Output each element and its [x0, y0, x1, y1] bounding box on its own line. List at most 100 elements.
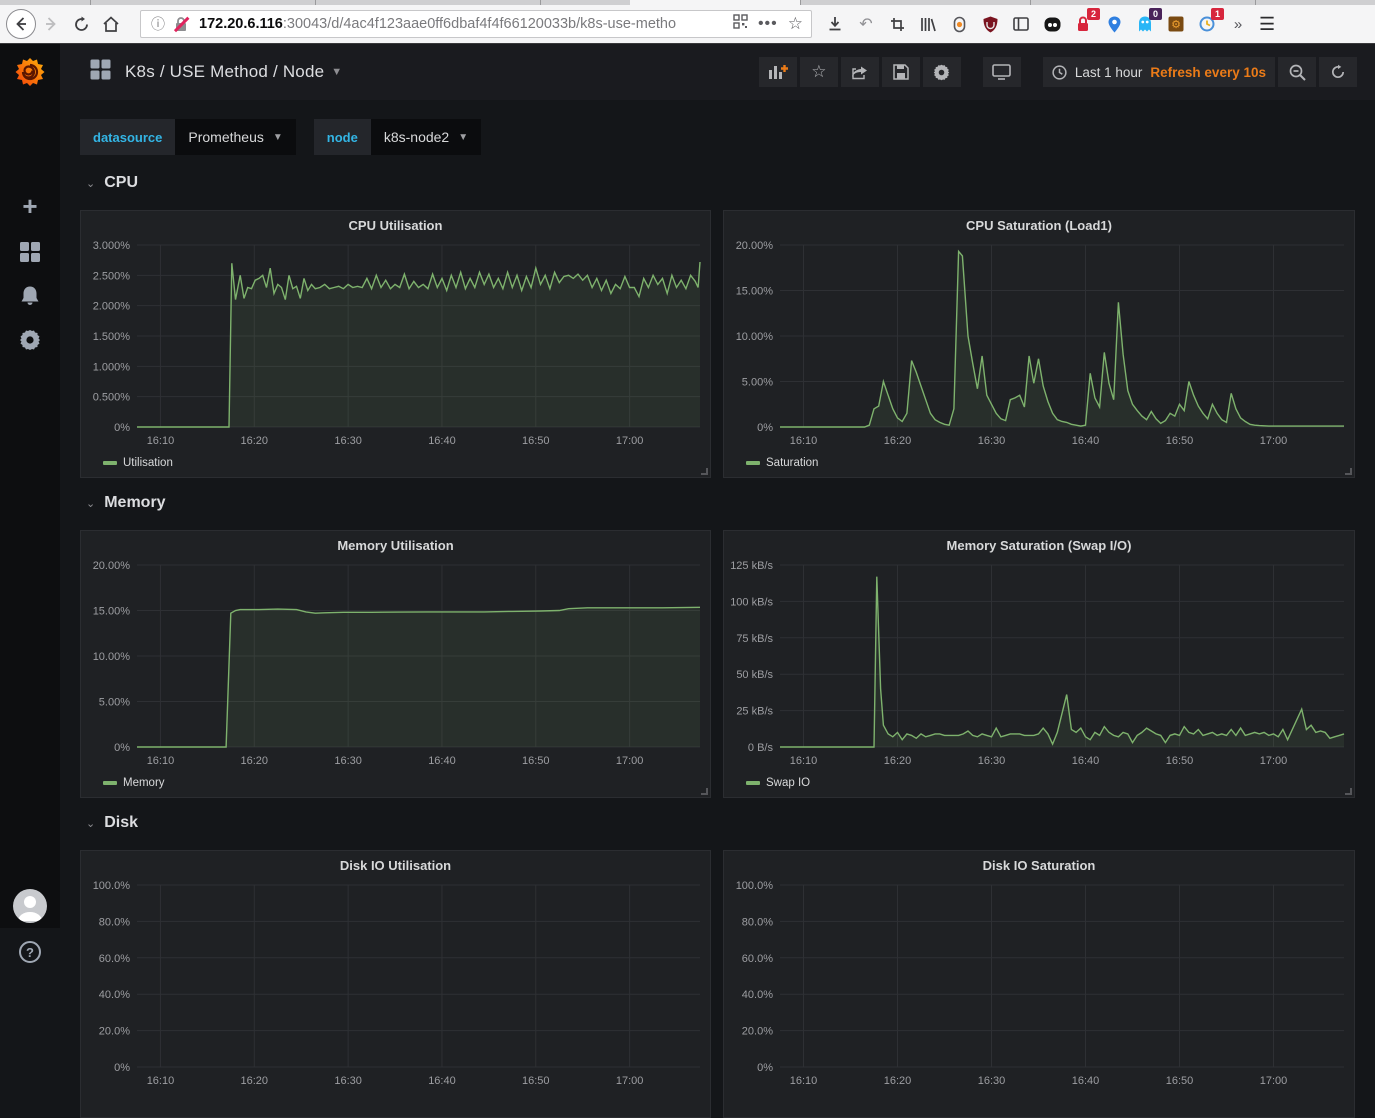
url-bar[interactable]: ⓘ 172.20.6.116:30043/d/4ac4f123aae0ff6db… [140, 10, 812, 38]
settings-extension-icon[interactable]: ⚙ [1165, 13, 1187, 35]
sidebar-create-button[interactable]: + [0, 184, 60, 228]
reload-button[interactable] [66, 9, 96, 39]
back-button[interactable] [6, 9, 36, 39]
panel-title[interactable]: Disk IO Saturation [724, 851, 1354, 879]
chart-memory-saturation[interactable]: 16:1016:2016:3016:4016:5017:000 B/s25 kB… [724, 559, 1354, 771]
reload-icon [73, 16, 90, 33]
password-manager-icon[interactable] [948, 13, 970, 35]
home-button[interactable] [96, 9, 126, 39]
session-manager-icon[interactable]: 1 [1196, 13, 1218, 35]
svg-text:16:50: 16:50 [1166, 1075, 1194, 1087]
panel-title[interactable]: CPU Saturation (Load1) [724, 211, 1354, 239]
lock-badge: 2 [1087, 8, 1100, 20]
home-icon [102, 16, 120, 33]
svg-text:16:30: 16:30 [334, 755, 362, 767]
svg-text:0%: 0% [757, 1062, 773, 1074]
svg-text:0.500%: 0.500% [93, 392, 131, 404]
panel-resize-handle[interactable] [701, 788, 708, 795]
star-dashboard-button[interactable]: ☆ [800, 57, 838, 87]
menu-hamburger-icon[interactable]: ☰ [1259, 14, 1275, 35]
svg-text:0%: 0% [114, 742, 130, 754]
add-panel-button[interactable] [759, 57, 797, 87]
grafana-logo[interactable] [14, 56, 46, 88]
chart-cpu-utilisation[interactable]: 16:1016:2016:3016:4016:5017:000%0.500%1.… [81, 239, 710, 451]
cycle-view-mode-button[interactable] [983, 57, 1021, 87]
insecure-lock-icon[interactable] [174, 16, 188, 32]
ghostery-icon[interactable]: 0 [1134, 13, 1156, 35]
chart-disk-io-saturation[interactable]: 16:1016:2016:3016:4016:5017:000%20.0%40.… [724, 879, 1354, 1091]
legend-label[interactable]: Memory [123, 777, 165, 789]
legend-label[interactable]: Saturation [766, 457, 818, 469]
dashboard-title[interactable]: K8s / USE Method / Node [125, 62, 324, 82]
time-range-picker[interactable]: Last 1 hour Refresh every 10s [1043, 57, 1275, 87]
legend-marker [746, 781, 760, 785]
legend-label[interactable]: Utilisation [123, 457, 173, 469]
download-icon[interactable] [824, 13, 846, 35]
save-dashboard-button[interactable] [882, 57, 920, 87]
sidebar-help-button[interactable]: ? [0, 930, 60, 974]
svg-text:60.0%: 60.0% [99, 953, 130, 965]
screenshot-crop-icon[interactable] [886, 13, 908, 35]
sidebar-dashboards-button[interactable] [0, 230, 60, 274]
svg-text:16:20: 16:20 [241, 1075, 269, 1087]
svg-text:25 kB/s: 25 kB/s [736, 706, 773, 718]
zoom-out-time-button[interactable] [1278, 57, 1316, 87]
sidebar-user-avatar[interactable] [0, 884, 60, 928]
site-info-icon[interactable]: ⓘ [151, 14, 165, 34]
panel-title[interactable]: Memory Utilisation [81, 531, 710, 559]
panel-memory-saturation: Memory Saturation (Swap I/O) 16:1016:201… [723, 530, 1355, 798]
browser-toolbar: ⓘ 172.20.6.116:30043/d/4ac4f123aae0ff6db… [0, 5, 1375, 44]
panel-resize-handle[interactable] [1345, 468, 1352, 475]
chevron-down-icon: ⌄ [86, 818, 95, 830]
bookmark-star-icon[interactable]: ☆ [788, 14, 803, 34]
restore-session-icon[interactable]: ↶ [855, 13, 877, 35]
location-pin-icon[interactable] [1103, 13, 1125, 35]
svg-text:16:40: 16:40 [1072, 1075, 1100, 1087]
variable-node-value[interactable]: k8s-node2▼ [371, 119, 481, 155]
sidebar-configuration-button[interactable] [0, 318, 60, 362]
panel-disk-io-utilisation: Disk IO Utilisation 16:1016:2016:3016:40… [80, 850, 711, 1118]
panel-title[interactable]: CPU Utilisation [81, 211, 710, 239]
refresh-dashboard-button[interactable] [1319, 57, 1357, 87]
chart-memory-utilisation[interactable]: 16:1016:2016:3016:4016:5017:000%5.00%10.… [81, 559, 710, 771]
svg-text:5.00%: 5.00% [742, 377, 773, 389]
page-actions-icon[interactable]: ••• [758, 15, 778, 33]
sidebar-toggle-icon[interactable] [1010, 13, 1032, 35]
sidebar-alerting-button[interactable] [0, 274, 60, 318]
share-dashboard-button[interactable] [841, 57, 879, 87]
row-cpu[interactable]: ⌄CPU [86, 174, 138, 192]
row-memory[interactable]: ⌄Memory [86, 494, 166, 512]
svg-text:17:00: 17:00 [1260, 435, 1288, 447]
row-disk[interactable]: ⌄Disk [86, 814, 138, 832]
save-icon [893, 64, 909, 80]
panel-title[interactable]: Disk IO Utilisation [81, 851, 710, 879]
forward-button[interactable] [36, 9, 66, 39]
legend-label[interactable]: Swap IO [766, 777, 810, 789]
variable-node: node k8s-node2▼ [314, 119, 481, 155]
back-arrow-icon [13, 16, 29, 32]
svg-text:0 B/s: 0 B/s [748, 742, 774, 754]
svg-text:16:40: 16:40 [428, 1075, 456, 1087]
panel-resize-handle[interactable] [1345, 788, 1352, 795]
chart-disk-io-utilisation[interactable]: 16:1016:2016:3016:4016:5017:000%20.0%40.… [81, 879, 710, 1091]
svg-text:16:50: 16:50 [522, 755, 550, 767]
variable-node-label: node [314, 119, 371, 155]
chart-cpu-saturation[interactable]: 16:1016:2016:3016:4016:5017:000%5.00%10.… [724, 239, 1354, 451]
privacy-extension-icon[interactable] [1041, 13, 1063, 35]
qr-page-action-icon[interactable] [733, 14, 748, 34]
svg-text:16:20: 16:20 [884, 755, 912, 767]
dashboard-title-caret-icon[interactable]: ▼ [331, 66, 342, 78]
variable-datasource-value[interactable]: Prometheus▼ [175, 119, 295, 155]
https-lock-icon[interactable]: 2 [1072, 13, 1094, 35]
svg-text:16:30: 16:30 [978, 1075, 1006, 1087]
svg-text:75 kB/s: 75 kB/s [736, 633, 773, 645]
panel-resize-handle[interactable] [701, 468, 708, 475]
overflow-chevron-icon[interactable]: » [1227, 13, 1249, 35]
url-text[interactable]: 172.20.6.116:30043/d/4ac4f123aae0ff6dbaf… [199, 16, 733, 32]
library-icon[interactable] [917, 13, 939, 35]
ublock-shield-icon[interactable] [979, 13, 1001, 35]
svg-text:2.000%: 2.000% [93, 301, 131, 313]
dashboard-title-icon[interactable] [90, 59, 111, 85]
panel-title[interactable]: Memory Saturation (Swap I/O) [724, 531, 1354, 559]
dashboard-settings-button[interactable] [923, 57, 961, 87]
